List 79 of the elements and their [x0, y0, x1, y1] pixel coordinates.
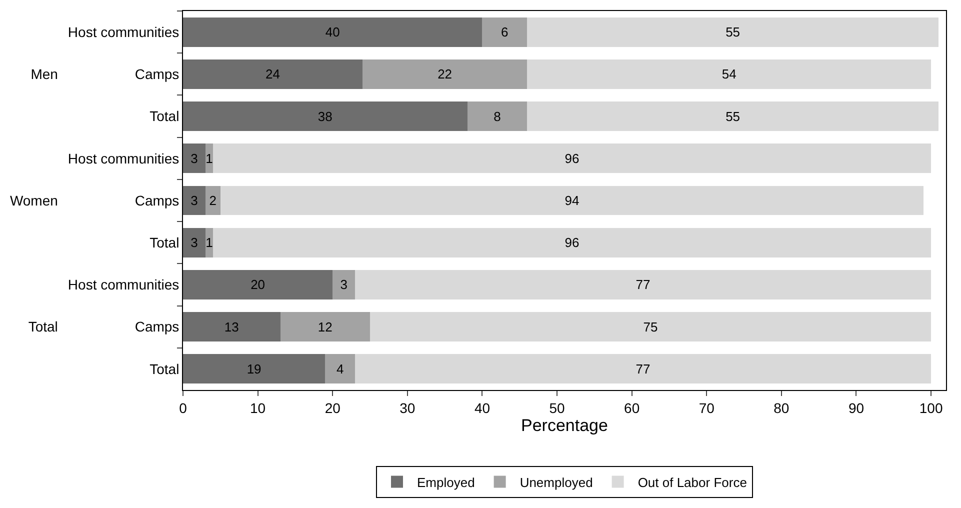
x-tick-label: 90	[848, 400, 864, 416]
y-tick-label: Host communities	[68, 276, 180, 293]
bar	[183, 354, 326, 384]
data-label: 55	[726, 108, 740, 124]
bar	[220, 186, 924, 216]
data-label: 54	[722, 66, 736, 82]
legend-label: Employed	[417, 474, 475, 490]
data-label: 12	[318, 319, 332, 334]
data-label: 1	[206, 235, 213, 250]
bar	[332, 270, 356, 300]
y-tick-label: Host communities	[68, 150, 180, 166]
data-label: 2	[209, 193, 217, 208]
y-tick-label: Total	[150, 108, 180, 124]
data-label: 96	[564, 150, 580, 166]
text: Total	[28, 318, 58, 335]
text: Women	[10, 192, 58, 208]
y-tick-label: Camps	[134, 66, 180, 82]
y-tick-label: Total	[150, 234, 180, 251]
text: Men	[30, 66, 58, 82]
bar	[362, 59, 528, 89]
data-label: 4	[336, 361, 344, 376]
data-label: 6	[501, 24, 508, 40]
bar	[183, 312, 280, 342]
y-tick-label: Total	[150, 360, 180, 377]
bar	[370, 312, 932, 342]
y-tick-label: Camps	[134, 192, 180, 208]
bar	[355, 270, 932, 300]
data-label: 77	[636, 361, 650, 376]
bar	[212, 228, 932, 258]
data-label: 3	[190, 150, 198, 166]
x-tick-label: 20	[324, 400, 341, 416]
x-tick-label: 50	[549, 400, 566, 416]
bar	[183, 144, 206, 174]
data-label: 1	[206, 150, 213, 166]
bar	[183, 59, 363, 89]
x-tick-label: 60	[624, 400, 640, 416]
data-label: 77	[636, 277, 650, 292]
bar	[183, 228, 206, 258]
x-tick-label: 40	[474, 400, 490, 416]
data-label: 38	[318, 108, 332, 124]
bar	[325, 354, 356, 384]
x-tick-label: 80	[774, 400, 790, 416]
data-label: 40	[325, 24, 340, 40]
bar	[527, 59, 932, 89]
data-label: 20	[250, 277, 266, 292]
data-label: 13	[224, 319, 239, 334]
bar	[183, 17, 482, 47]
bar	[205, 186, 220, 216]
bar	[183, 102, 468, 132]
data-label: 55	[726, 24, 740, 40]
legend-label: Unemployed	[520, 474, 593, 490]
data-label: 3	[340, 277, 348, 292]
y-tick-label: Host communities	[68, 24, 180, 40]
x-tick-label: 100	[919, 400, 943, 416]
bar	[355, 354, 932, 384]
data-label: 96	[564, 235, 580, 250]
bar	[467, 102, 528, 132]
data-label: 75	[643, 319, 658, 334]
x-tick-label: 10	[250, 400, 266, 416]
legend-label: Out of Labor Force	[638, 474, 747, 490]
x-tick-label: 30	[400, 400, 416, 416]
data-label: 3	[190, 193, 198, 208]
x-tick-label: 70	[698, 400, 715, 416]
bar	[183, 186, 206, 216]
data-label: 94	[564, 193, 580, 208]
data-label: 19	[246, 361, 262, 376]
bar	[183, 270, 333, 300]
data-label: 24	[266, 66, 280, 82]
y-tick-label: Camps	[134, 318, 180, 335]
x-axis-title: Percentage	[521, 416, 608, 435]
bar	[527, 17, 939, 47]
bar	[482, 17, 528, 47]
bar	[527, 102, 939, 132]
data-label: 8	[494, 108, 501, 124]
data-label: 3	[190, 235, 198, 250]
data-label: 22	[438, 66, 452, 82]
x-tick-label: 0	[179, 400, 188, 416]
bar	[212, 144, 932, 174]
bar	[280, 312, 370, 342]
